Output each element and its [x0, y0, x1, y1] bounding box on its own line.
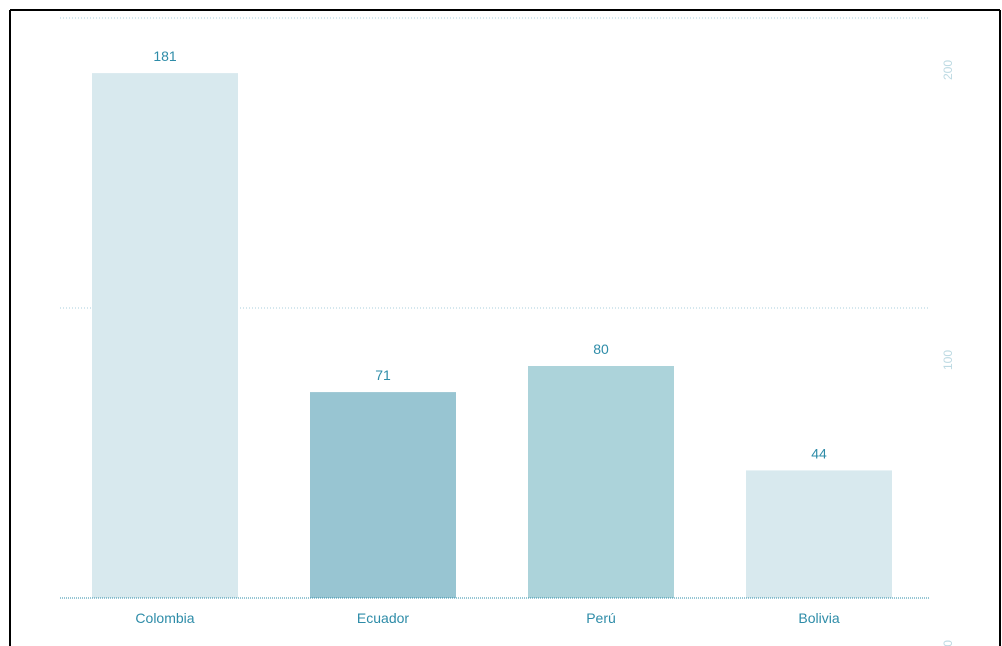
bar [92, 73, 238, 599]
data-label: 181 [153, 48, 177, 64]
bar [310, 392, 456, 598]
bars [92, 73, 892, 599]
x-axis-tick-labels: Colombia Ecuador Perú Bolivia [135, 610, 839, 626]
x-tick-label: Perú [586, 610, 616, 626]
data-label: 71 [375, 367, 391, 383]
bar [746, 470, 892, 598]
y-tick-label: 0 [941, 640, 955, 646]
data-label: 44 [811, 445, 827, 461]
bar [528, 366, 674, 598]
y-tick-label: 200 [941, 60, 955, 80]
data-label: 80 [593, 341, 609, 357]
data-labels: 181 71 80 44 [153, 48, 827, 461]
y-axis-tick-labels: 0 100 200 [941, 60, 955, 646]
x-tick-label: Bolivia [798, 610, 839, 626]
x-tick-label: Ecuador [357, 610, 409, 626]
y-tick-label: 100 [941, 350, 955, 370]
x-tick-label: Colombia [135, 610, 194, 626]
